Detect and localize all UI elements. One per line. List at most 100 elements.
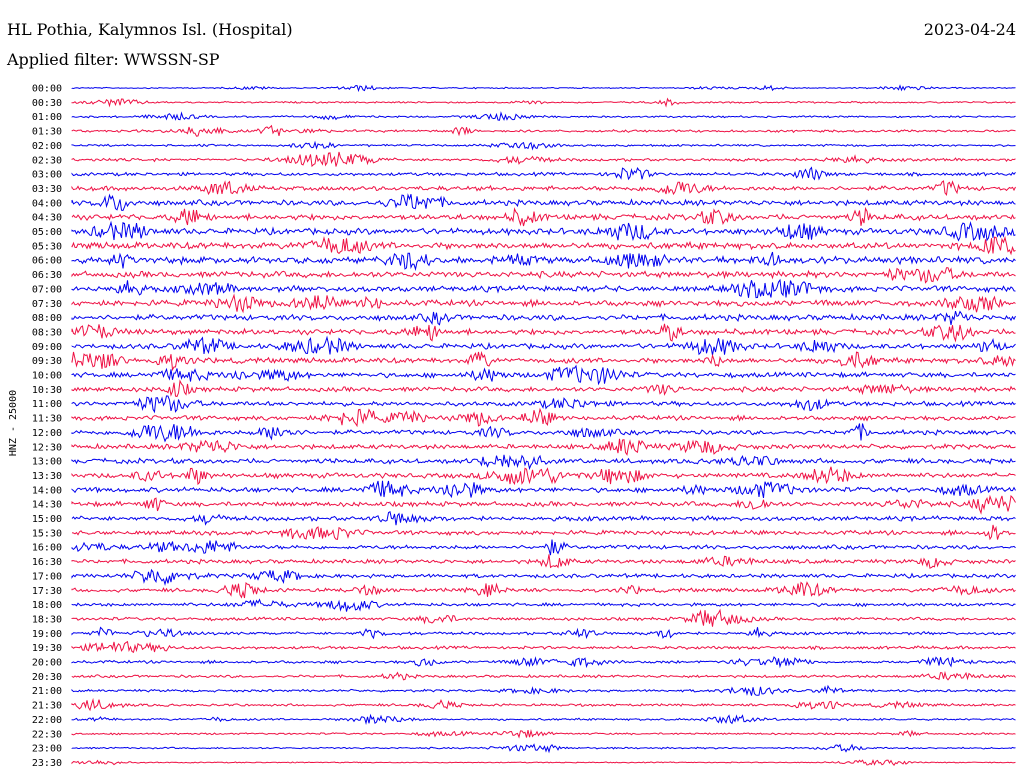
time-label: 03:30	[32, 184, 62, 195]
trace-row	[71, 350, 1016, 372]
trace-row	[71, 608, 1016, 627]
time-label: 02:30	[32, 155, 62, 166]
time-label: 02:00	[32, 141, 62, 152]
time-label: 21:00	[32, 686, 62, 697]
time-label: 19:00	[32, 629, 62, 640]
trace-row	[71, 466, 1016, 486]
time-label: 22:00	[32, 715, 62, 726]
trace-row	[71, 293, 1016, 314]
trace-row	[71, 423, 1016, 443]
station-title: HL Pothia, Kalymnos Isl. (Hospital)	[7, 20, 293, 39]
time-label: 13:30	[32, 471, 62, 482]
time-label: 20:30	[32, 672, 62, 683]
trace-row	[71, 670, 1016, 681]
time-label: 20:00	[32, 658, 62, 669]
trace-row	[71, 251, 1016, 272]
time-label: 12:00	[32, 428, 62, 439]
time-label: 01:00	[32, 112, 62, 123]
trace-row	[71, 220, 1016, 242]
trace-row	[71, 180, 1016, 197]
trace-row	[71, 97, 1016, 108]
time-label: 16:30	[32, 557, 62, 568]
trace-row	[71, 323, 1016, 343]
time-label: 15:00	[32, 514, 62, 525]
time-label: 22:30	[32, 729, 62, 740]
trace-row	[71, 310, 1016, 326]
time-label: 07:30	[32, 299, 62, 310]
time-label: 09:00	[32, 342, 62, 353]
trace-row	[71, 729, 1016, 739]
trace-row	[71, 235, 1016, 256]
trace-row	[71, 407, 1016, 428]
time-label: 07:00	[32, 284, 62, 295]
time-label: 05:30	[32, 241, 62, 252]
trace-row	[71, 713, 1016, 726]
time-label: 18:30	[32, 614, 62, 625]
trace-row	[71, 697, 1016, 712]
time-label: 13:00	[32, 457, 62, 468]
time-label: 16:00	[32, 543, 62, 554]
time-label: 19:30	[32, 643, 62, 654]
trace-row	[71, 743, 1016, 754]
trace-row	[71, 480, 1016, 499]
date-label: 2023-04-24	[923, 20, 1016, 39]
time-label: 14:00	[32, 485, 62, 496]
time-label: 17:30	[32, 586, 62, 597]
time-label: 23:00	[32, 744, 62, 755]
traces	[71, 84, 1016, 767]
trace-row	[71, 494, 1016, 515]
time-label: 04:00	[32, 198, 62, 209]
trace-row	[71, 379, 1016, 398]
time-label: 09:30	[32, 356, 62, 367]
time-label: 08:00	[32, 313, 62, 324]
trace-row	[71, 656, 1016, 669]
trace-row	[71, 206, 1016, 227]
time-label: 12:30	[32, 442, 62, 453]
trace-row	[71, 278, 1016, 299]
trace-row	[71, 539, 1016, 556]
time-label: 10:00	[32, 371, 62, 382]
y-axis-label: HNZ - 25000	[8, 390, 19, 456]
time-label: 06:30	[32, 270, 62, 281]
time-label: 17:00	[32, 571, 62, 582]
time-label: 01:30	[32, 127, 62, 138]
trace-row	[71, 124, 1016, 137]
time-label: 04:30	[32, 213, 62, 224]
trace-row	[71, 554, 1016, 569]
trace-row	[71, 151, 1016, 168]
trace-row	[71, 267, 1016, 284]
time-label: 14:30	[32, 500, 62, 511]
trace-row	[71, 140, 1016, 151]
time-label: 21:30	[32, 701, 62, 712]
trace-row	[71, 598, 1016, 612]
trace-row	[71, 684, 1016, 696]
trace-row	[71, 758, 1016, 767]
time-label: 05:00	[32, 227, 62, 238]
trace-row	[71, 364, 1016, 386]
trace-row	[71, 193, 1016, 211]
trace-row	[71, 626, 1016, 640]
time-labels: 00:00 00:30 01:00 01:30 02:00 02:30 03:00 03:30…	[32, 84, 62, 769]
trace-row	[71, 438, 1016, 456]
trace-row	[71, 511, 1016, 526]
time-label: 08:30	[32, 327, 62, 338]
time-label: 10:30	[32, 385, 62, 396]
trace-row	[71, 581, 1016, 599]
trace-row	[71, 335, 1016, 356]
filter-label: Applied filter: WWSSN-SP	[7, 50, 220, 69]
trace-row	[71, 111, 1016, 121]
time-label: 11:00	[32, 399, 62, 410]
time-label: 15:30	[32, 528, 62, 539]
trace-row	[71, 524, 1016, 541]
time-label: 00:30	[32, 98, 62, 109]
trace-row	[71, 395, 1016, 414]
trace-row	[71, 84, 1016, 93]
time-label: 23:30	[32, 758, 62, 769]
time-label: 03:00	[32, 170, 62, 181]
time-label: 18:00	[32, 600, 62, 611]
trace-row	[71, 568, 1016, 586]
time-label: 11:30	[32, 414, 62, 425]
time-label: 00:00	[32, 84, 62, 95]
trace-row	[71, 454, 1016, 471]
